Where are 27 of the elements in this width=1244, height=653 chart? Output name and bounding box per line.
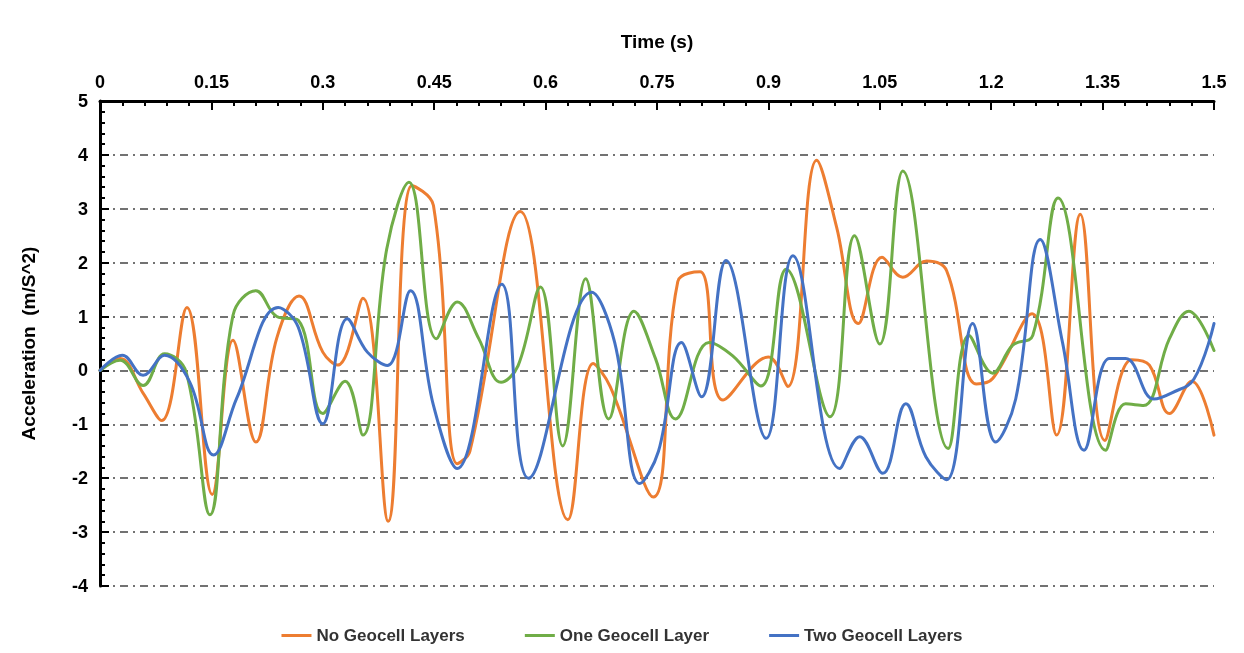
x-tick-label: 0.75 (639, 72, 675, 92)
x-tick-label: 0.15 (193, 72, 229, 92)
x-tick-label: 1.5 (1201, 72, 1227, 92)
y-tick-label: 3 (77, 198, 88, 219)
y-tick-label: 2 (77, 252, 88, 273)
y-tick-label: 1 (77, 306, 88, 327)
x-tick-label: 1.35 (1085, 72, 1121, 92)
x-tick-label: 0.9 (755, 72, 781, 92)
x-tick-label: 0.45 (416, 72, 452, 92)
y-tick-label: -3 (71, 522, 88, 543)
y-tick-label: 0 (77, 360, 88, 381)
x-tick-label: 1.05 (862, 72, 898, 92)
legend-label: One Geocell Layer (559, 626, 710, 645)
y-tick-label: -2 (71, 468, 88, 489)
x-tick-label: 0.3 (310, 72, 336, 92)
y-tick-label: -1 (71, 414, 88, 435)
x-axis-title: Time (s) (620, 31, 694, 52)
x-tick-label: 0.6 (533, 72, 559, 92)
legend-label: Two Geocell Layers (804, 626, 963, 645)
y-axis-title: Acceleration (m/S^2) (18, 246, 39, 441)
x-tick-label: 0 (94, 72, 106, 92)
x-tick-label: 1.2 (978, 72, 1004, 92)
y-tick-label: 5 (77, 91, 88, 111)
line-series (98, 237, 1216, 486)
legend-label: No Geocell Layers (316, 626, 465, 645)
y-tick-label: 4 (77, 144, 88, 165)
y-tick-label: -4 (71, 576, 88, 596)
